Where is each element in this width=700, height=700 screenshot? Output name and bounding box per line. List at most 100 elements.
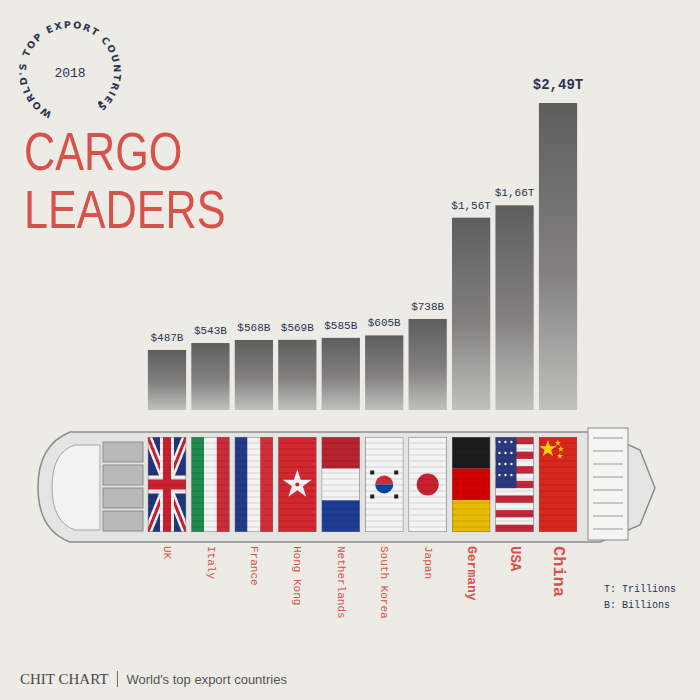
bridge-detail <box>593 451 623 452</box>
container-ridge <box>278 509 316 510</box>
container-ridge <box>365 515 403 516</box>
badge-year: 2018 <box>54 66 85 81</box>
container-ridge <box>452 497 490 498</box>
container-ridge <box>539 497 577 498</box>
container-ridge <box>495 473 533 474</box>
flag-part <box>510 452 512 454</box>
flag-part <box>557 453 563 459</box>
container-ridge <box>539 485 577 486</box>
container-ridge <box>235 515 273 516</box>
container-ridge <box>539 527 577 528</box>
container-frame <box>452 437 490 532</box>
flag-part <box>510 474 512 476</box>
container-ridge <box>148 455 186 456</box>
container-ridge <box>365 443 403 444</box>
flag-part <box>452 500 490 532</box>
bar <box>322 338 360 410</box>
bar <box>365 335 403 410</box>
container-ridge <box>322 443 360 444</box>
container-ridge <box>322 521 360 522</box>
container-ridge <box>235 479 273 480</box>
container-ridge <box>539 461 577 462</box>
container-ridge <box>322 509 360 510</box>
flag-part <box>495 495 533 503</box>
container-ridge <box>452 509 490 510</box>
container-ridge <box>452 473 490 474</box>
container <box>452 437 490 532</box>
container-ridge <box>365 527 403 528</box>
container-ridge <box>322 515 360 516</box>
container-ridge <box>191 455 229 456</box>
container-ridge <box>495 479 533 480</box>
container-ridge <box>235 473 273 474</box>
bar <box>148 350 186 410</box>
container <box>495 437 533 532</box>
container-frame <box>235 437 273 532</box>
container <box>322 437 360 532</box>
data-label: $569B <box>281 322 314 334</box>
container-ridge <box>409 503 447 504</box>
data-label: $1,56T <box>451 200 491 212</box>
flag-part <box>495 503 533 511</box>
container-ridge <box>495 461 533 462</box>
container-ridge <box>148 503 186 504</box>
container-ridge <box>495 491 533 492</box>
flag-part <box>148 480 186 490</box>
container-ridge <box>148 497 186 498</box>
container-ridge <box>278 443 316 444</box>
container-ridge <box>235 443 273 444</box>
container-ridge <box>365 455 403 456</box>
container-ridge <box>452 467 490 468</box>
flag-part <box>495 488 533 496</box>
container-ridge <box>191 521 229 522</box>
category-label: Japan <box>422 546 434 579</box>
title: CARGOLEADERS <box>24 121 226 239</box>
container-ridge <box>409 449 447 450</box>
container-ridge <box>409 455 447 456</box>
data-label: $585B <box>324 320 357 332</box>
container-ridge <box>539 449 577 450</box>
container-ridge <box>235 503 273 504</box>
container-ridge <box>539 503 577 504</box>
container-ridge <box>278 491 316 492</box>
container-ridge <box>235 491 273 492</box>
container-ridge <box>409 479 447 480</box>
background <box>0 0 700 700</box>
container-ridge <box>409 497 447 498</box>
container-frame <box>191 437 229 532</box>
container-ridge <box>191 503 229 504</box>
container-ridge <box>409 527 447 528</box>
bridge-detail <box>593 477 623 478</box>
category-label: Italy <box>205 546 217 579</box>
container-ridge <box>539 443 577 444</box>
container-ridge <box>495 443 533 444</box>
flag-part <box>278 437 316 532</box>
container-ridge <box>278 473 316 474</box>
flag-part <box>495 510 533 518</box>
container-ridge <box>322 455 360 456</box>
flag-part <box>452 437 490 469</box>
container-ridge <box>452 479 490 480</box>
container-ridge <box>495 509 533 510</box>
container-ridge <box>539 473 577 474</box>
flag-part <box>504 452 506 454</box>
stern-container <box>103 465 143 485</box>
bar <box>495 205 533 410</box>
container-ridge <box>278 515 316 516</box>
container-frame <box>278 437 316 532</box>
stern-container <box>103 442 143 462</box>
unit-note: T: Trillions <box>604 584 676 595</box>
container <box>365 437 403 532</box>
flag-part <box>510 463 512 465</box>
container-ridge <box>539 509 577 510</box>
container-ridge <box>322 485 360 486</box>
data-label: $738B <box>411 301 444 313</box>
flag-part <box>495 517 533 525</box>
flag-part <box>504 474 506 476</box>
container-ridge <box>495 515 533 516</box>
container-ridge <box>191 515 229 516</box>
container-ridge <box>235 497 273 498</box>
containers <box>148 437 577 533</box>
container-ridge <box>409 485 447 486</box>
container-ridge <box>452 515 490 516</box>
